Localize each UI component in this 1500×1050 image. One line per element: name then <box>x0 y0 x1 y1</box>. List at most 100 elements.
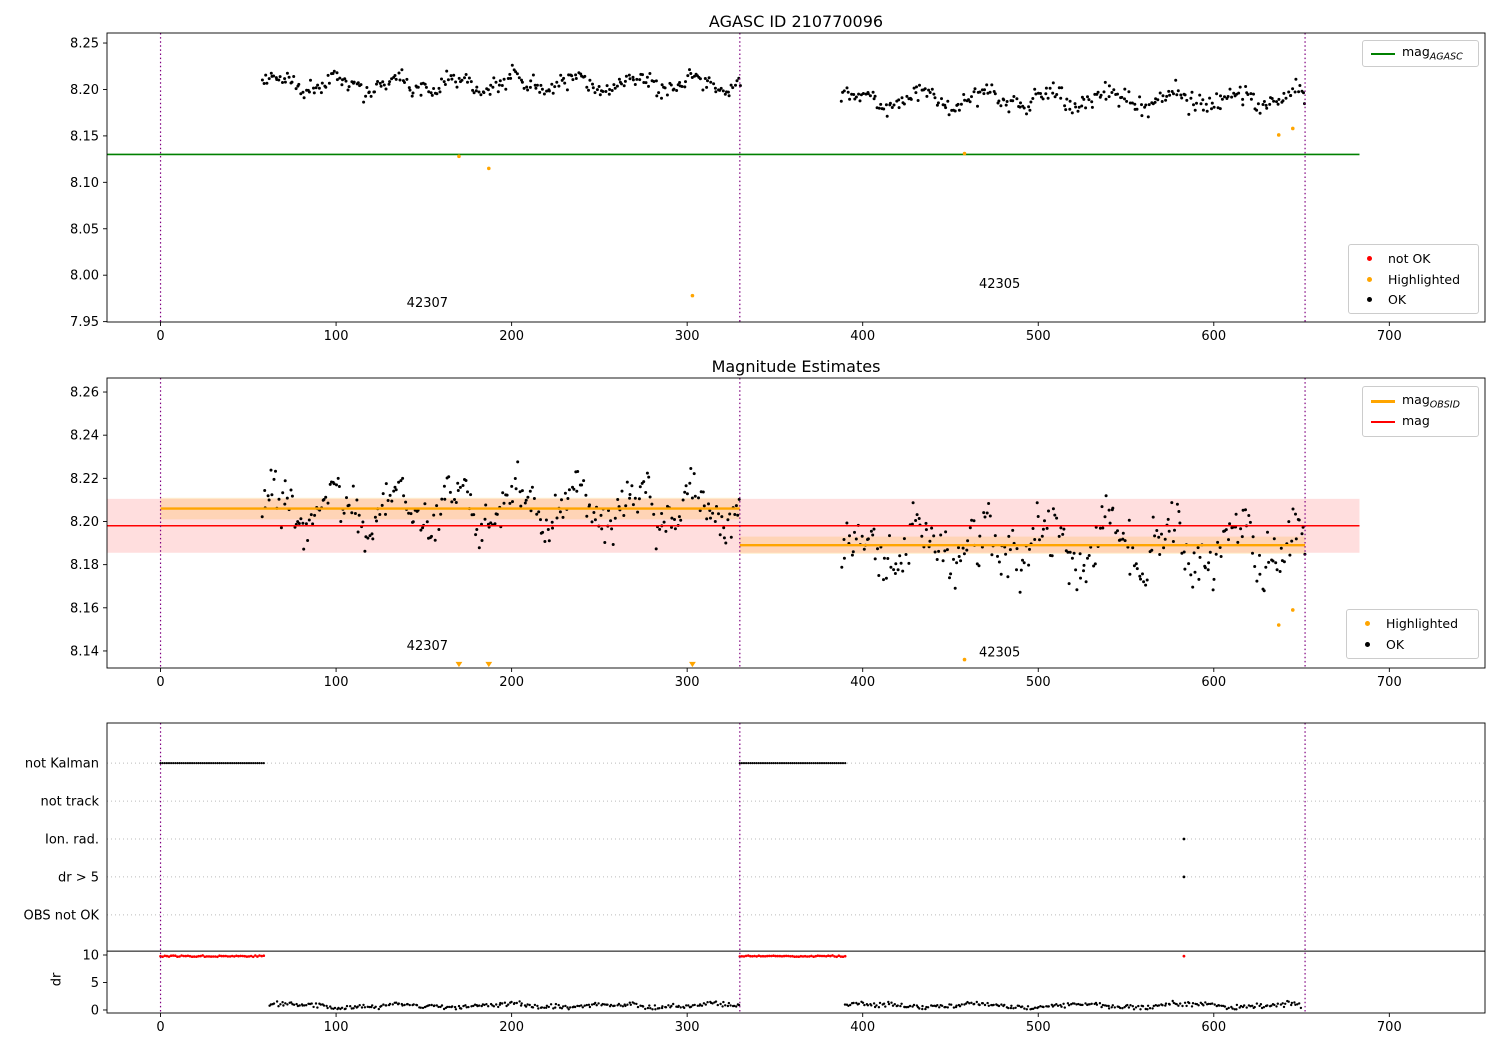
y-tick-label: 8.00 <box>70 269 99 284</box>
x-tick-label: 600 <box>1201 329 1226 344</box>
x-tick-label: 700 <box>1377 329 1402 344</box>
y-tick-label: 8.10 <box>70 176 99 191</box>
legend-label: not OK <box>1388 250 1431 266</box>
legend-label: OK <box>1388 292 1407 308</box>
y-tick-label: 8.26 <box>70 386 99 401</box>
x-tick-label: 300 <box>675 1020 700 1035</box>
flag-gridlines <box>107 762 1485 916</box>
obsid-boundary-lines <box>159 378 1306 668</box>
chart1-title: AGASC ID 210770096 <box>708 12 884 31</box>
dr-axis-ticks: 0 5 10 <box>82 949 107 1018</box>
x-axis-ticks: 0 100 200 300 400 500 600 700 <box>156 322 1402 344</box>
x-tick-label: 700 <box>1377 675 1402 690</box>
x-tick-label: 500 <box>1026 675 1051 690</box>
flag-row-labels: not Kalman not track Ion. rad. dr > 5 OBS no… <box>24 757 100 924</box>
obsid-label: 42307 <box>407 639 448 654</box>
obsid-label: 42305 <box>979 277 1020 292</box>
legend-entry-mag-agasc: magAGASC <box>1371 44 1470 63</box>
obsid-annotations: 42307 42305 <box>407 277 1021 311</box>
ok-points <box>260 63 1306 119</box>
obsid-boundary-lines <box>159 723 1306 1013</box>
flag-points <box>159 762 1186 879</box>
x-tick-label: 100 <box>324 329 349 344</box>
flag-row-label: OBS not OK <box>24 908 100 923</box>
ax2-frame <box>106 377 1486 669</box>
not-ok-dot-swatch <box>1366 255 1372 261</box>
x-tick-label: 500 <box>1026 329 1051 344</box>
y-tick-label: 8.18 <box>70 558 99 573</box>
x-tick-label: 400 <box>850 329 875 344</box>
y-tick-label: 8.15 <box>70 129 99 144</box>
ok-dot-swatch <box>1364 642 1370 647</box>
ok-dot-swatch <box>1366 297 1372 303</box>
x-tick-label: 0 <box>156 1020 164 1035</box>
legend-swatch <box>1371 421 1395 423</box>
dr-tick-label: 5 <box>91 976 99 991</box>
mag-agasc-line-swatch <box>1371 52 1395 55</box>
x-tick-label: 0 <box>156 329 164 344</box>
y-tick-label: 8.05 <box>70 222 99 237</box>
y-tick-label: 8.24 <box>70 429 99 444</box>
x-axis-ticks: 0 100 200 300 400 500 600 700 <box>156 1013 1402 1035</box>
legend-label: OK <box>1386 637 1405 652</box>
highlighted-dot-swatch <box>1366 276 1372 282</box>
x-tick-label: 600 <box>1201 675 1226 690</box>
mag-obsid-line-swatch <box>1371 399 1395 403</box>
obsid-boundary-lines <box>159 33 1306 322</box>
x-tick-label: 500 <box>1026 1020 1051 1035</box>
y-tick-label: 8.16 <box>70 601 99 616</box>
y-tick-label: 7.95 <box>70 315 99 330</box>
highlighted-points <box>455 608 1295 668</box>
y-tick-label: 8.14 <box>70 644 99 659</box>
x-tick-label: 0 <box>156 675 164 690</box>
legend-ax2-mag-lines: magOBSID mag <box>1362 386 1479 437</box>
legend-label: magAGASC <box>1402 44 1463 63</box>
y-tick-label: 8.22 <box>70 472 99 487</box>
x-axis-ticks: 0 100 200 300 400 500 600 700 <box>156 668 1402 690</box>
x-tick-label: 200 <box>499 329 524 344</box>
legend-entry-not-ok: not OK <box>1357 248 1470 269</box>
x-tick-label: 400 <box>850 675 875 690</box>
mag-obsid-lines <box>160 507 1306 547</box>
dr-not-ok-points <box>159 954 1186 959</box>
y-axis-ticks: 8.14 8.16 8.18 8.20 8.22 8.24 8.26 <box>70 386 107 659</box>
flag-row-label: not Kalman <box>25 757 99 772</box>
highlighted-points <box>457 126 1295 298</box>
legend-label: mag <box>1402 412 1430 428</box>
legend-swatch <box>1371 52 1395 55</box>
clipped-marker <box>485 661 493 668</box>
x-tick-label: 600 <box>1201 1020 1226 1035</box>
legend-entry-highlighted: Highlighted <box>1355 613 1470 634</box>
dr-tick-label: 10 <box>82 949 99 964</box>
x-tick-label: 100 <box>324 1020 349 1035</box>
legend-ax1-point-status: not OK Highlighted OK <box>1348 244 1479 314</box>
legend-entry-ok: OK <box>1355 634 1470 655</box>
legend-label: magOBSID <box>1402 391 1460 411</box>
y-tick-label: 8.20 <box>70 515 99 530</box>
legend-ax2-point-status: Highlighted OK <box>1346 609 1479 659</box>
legend-swatch <box>1371 399 1395 403</box>
mag-line-swatch <box>1371 421 1395 423</box>
y-tick-label: 8.20 <box>70 83 99 98</box>
legend-mag-agasc: magAGASC <box>1362 40 1479 67</box>
obsid-label: 42305 <box>979 645 1020 660</box>
legend-label: Highlighted <box>1386 616 1459 631</box>
chart2-title: Magnitude Estimates <box>711 357 881 376</box>
legend-entry-highlighted: Highlighted <box>1357 269 1470 290</box>
x-tick-label: 300 <box>675 329 700 344</box>
legend-swatch <box>1357 276 1381 282</box>
clipped-marker <box>455 661 463 668</box>
legend-entry-mag-obsid: magOBSID <box>1371 391 1470 412</box>
dr-tick-label: 0 <box>91 1003 99 1018</box>
x-tick-label: 400 <box>850 1020 875 1035</box>
x-tick-label: 200 <box>499 675 524 690</box>
flag-row-label: dr > 5 <box>58 870 99 885</box>
legend-entry-mag: mag <box>1371 412 1470 433</box>
dr-axis-label: dr <box>49 972 65 987</box>
x-tick-label: 700 <box>1377 1020 1402 1035</box>
x-tick-label: 200 <box>499 1020 524 1035</box>
x-tick-label: 300 <box>675 675 700 690</box>
obsid-annotations: 42307 42305 <box>407 639 1021 660</box>
